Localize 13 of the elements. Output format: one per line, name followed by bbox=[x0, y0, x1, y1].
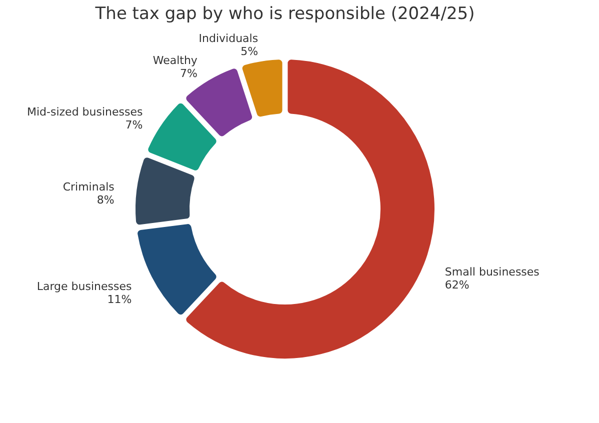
slice-label: Criminals bbox=[62, 180, 115, 194]
data-label: 5% bbox=[240, 45, 258, 58]
chart-title: The tax gap by who is responsible (2024/25) bbox=[94, 4, 475, 24]
data-label: 7% bbox=[180, 66, 198, 80]
slice-label: Small businesses bbox=[444, 265, 540, 278]
slice-label: Large businesses bbox=[36, 280, 132, 294]
slice-label: Individuals bbox=[198, 32, 258, 46]
slice-label: Wealthy bbox=[152, 54, 198, 67]
slice-label: Mid-sized businesses bbox=[26, 105, 144, 118]
data-label: 8% bbox=[96, 193, 114, 206]
data-label: 62% bbox=[444, 278, 470, 292]
data-label: 7% bbox=[125, 118, 143, 132]
data-label: 11% bbox=[107, 293, 132, 306]
